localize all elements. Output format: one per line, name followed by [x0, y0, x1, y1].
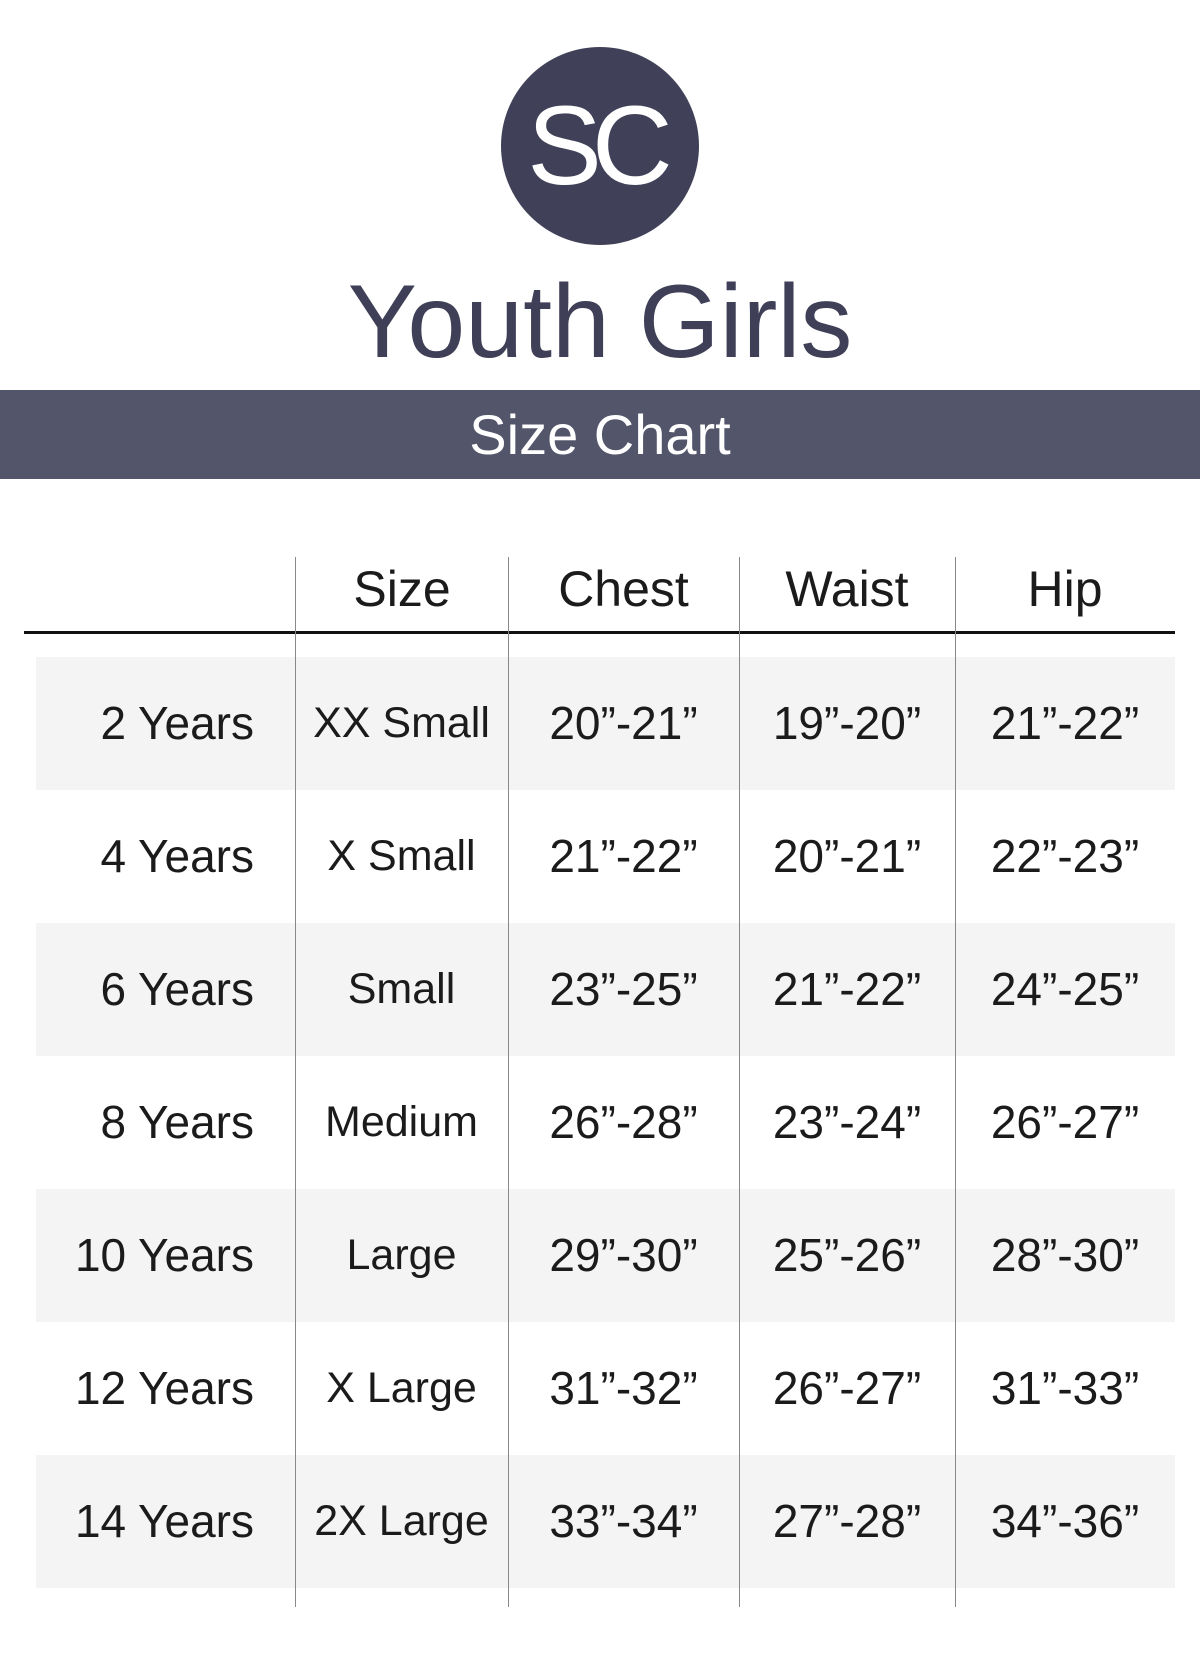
cell-size: X Small [327, 832, 476, 880]
cell-age: 10 Years [74, 1229, 254, 1281]
cell-chest: 26”-28” [549, 1096, 698, 1148]
cell-size: Medium [325, 1098, 478, 1146]
cell-age: 14 Years [74, 1495, 254, 1547]
cell-age: 6 Years [100, 963, 254, 1015]
cell-size: Small [347, 965, 456, 1013]
cell-hip: 26”-27” [990, 1096, 1140, 1148]
table-row: 12 Years X Large 31”-32” 26”-27” 31”-33” [36, 1322, 1175, 1455]
cell-size: 2X Large [314, 1497, 489, 1545]
cell-hip: 21”-22” [990, 697, 1140, 749]
column-divider [508, 557, 509, 1607]
table-row: 10 Years Large 29”-30” 25”-26” 28”-30” [36, 1189, 1175, 1322]
cell-waist: 20”-21” [772, 830, 922, 882]
page-title: Youth Girls [347, 264, 853, 380]
cell-hip: 34”-36” [990, 1495, 1140, 1547]
table-row: 6 Years Small 23”-25” 21”-22” 24”-25” [36, 923, 1175, 1056]
header-waist: Waist [785, 561, 909, 617]
cell-chest: 31”-32” [549, 1362, 698, 1414]
cell-age: 4 Years [100, 830, 254, 882]
cell-size: Large [346, 1231, 457, 1279]
header-divider [24, 631, 1175, 634]
column-divider [955, 557, 956, 1607]
cell-chest: 33”-34” [549, 1495, 698, 1547]
cell-waist: 21”-22” [772, 963, 922, 1015]
header-hip: Hip [1027, 561, 1103, 617]
logo-text: SC [527, 83, 673, 208]
column-divider [739, 557, 740, 1607]
table-row: 14 Years 2X Large 33”-34” 27”-28” 34”-36” [36, 1455, 1175, 1588]
header-chest: Chest [558, 561, 689, 617]
table-row: 2 Years XX Small 20”-21” 19”-20” 21”-22” [36, 657, 1175, 790]
cell-chest: 21”-22” [549, 830, 698, 882]
cell-waist: 19”-20” [772, 697, 922, 749]
cell-waist: 23”-24” [772, 1096, 922, 1148]
cell-hip: 24”-25” [990, 963, 1140, 1015]
brand-logo: SC [501, 47, 699, 245]
column-divider [295, 557, 296, 1607]
table-row: 8 Years Medium 26”-28” 23”-24” 26”-27” [36, 1056, 1175, 1189]
cell-chest: 20”-21” [549, 697, 698, 749]
cell-age: 8 Years [100, 1096, 254, 1148]
header-size: Size [353, 561, 451, 617]
cell-age: 12 Years [74, 1362, 254, 1414]
cell-size: X Large [326, 1364, 477, 1412]
cell-age: 2 Years [100, 697, 254, 749]
cell-waist: 27”-28” [772, 1495, 922, 1547]
size-chart-banner: Size Chart [0, 390, 1200, 479]
cell-hip: 31”-33” [990, 1362, 1140, 1414]
table-row: 4 Years X Small 21”-22” 20”-21” 22”-23” [36, 790, 1175, 923]
cell-chest: 23”-25” [549, 963, 698, 1015]
cell-waist: 26”-27” [772, 1362, 922, 1414]
cell-size: XX Small [313, 699, 490, 747]
cell-chest: 29”-30” [549, 1229, 698, 1281]
size-table: Size Chest Waist Hip 2 Years XX Small 20”-… [0, 557, 1200, 1617]
cell-waist: 25”-26” [772, 1229, 922, 1281]
cell-hip: 22”-23” [990, 830, 1140, 882]
cell-hip: 28”-30” [990, 1229, 1140, 1281]
